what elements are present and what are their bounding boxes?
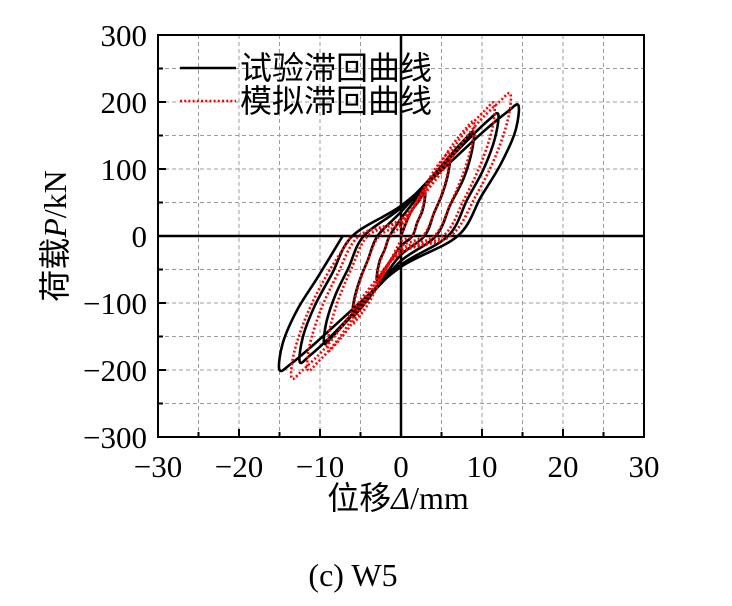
plot-series [277,91,521,381]
y-axis-label-name: 荷载 [37,238,73,302]
x-tick-label: 30 [629,449,660,484]
figure-caption: (c) W5 [308,557,397,593]
y-tick-label: −200 [83,353,147,388]
y-axis-label: 荷载P/kN [37,170,73,302]
legend-label-experimental: 试验滞回曲线 [240,50,432,86]
series-line-simulated [289,91,513,381]
axis-ticks [157,34,645,438]
x-tick-label: 20 [548,449,579,484]
y-axis-label-unit: /kN [37,170,73,218]
y-tick-label: 0 [132,219,148,254]
x-tick-label: 10 [467,449,498,484]
x-axis-label: 位移Δ/mm [327,480,469,516]
x-axis-label-symbol: Δ [389,480,410,516]
x-tick-label: 0 [393,449,409,484]
y-axis-label-symbol: P [37,218,73,239]
x-axis-label-unit: /mm [410,480,469,516]
x-tick-label: −30 [134,449,182,484]
series-line-experimental [277,103,521,373]
y-tick-label: 100 [101,152,148,187]
y-tick-label: −100 [83,286,147,321]
y-tick-label: 200 [101,85,148,120]
legend-label-simulated: 模拟滞回曲线 [240,83,432,119]
legend: 试验滞回曲线 模拟滞回曲线 [180,50,432,119]
x-axis-label-name: 位移 [327,480,391,516]
x-tick-label: −10 [296,449,344,484]
x-tick-label: −20 [215,449,263,484]
y-tick-label: −300 [83,420,147,455]
y-tick-label: 300 [101,18,148,53]
